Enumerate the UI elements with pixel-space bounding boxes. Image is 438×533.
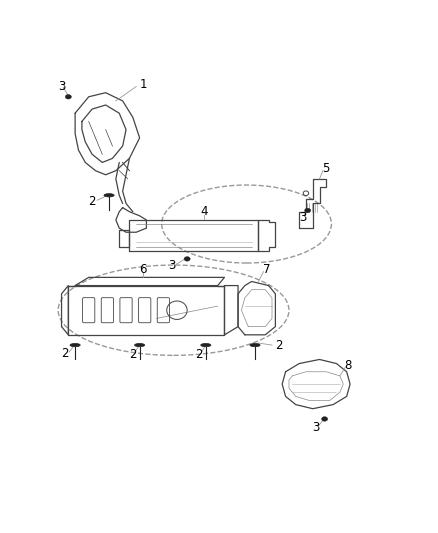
Text: 3: 3 (168, 260, 176, 272)
Text: 5: 5 (323, 162, 330, 175)
Text: 2: 2 (61, 347, 69, 360)
Text: 6: 6 (139, 263, 147, 276)
Text: 7: 7 (263, 263, 271, 276)
Text: 3: 3 (312, 421, 320, 434)
Text: 2: 2 (275, 338, 283, 352)
Ellipse shape (104, 193, 114, 197)
Text: 2: 2 (88, 195, 96, 208)
Ellipse shape (321, 417, 328, 421)
Text: 4: 4 (200, 205, 208, 218)
Ellipse shape (70, 343, 80, 347)
Text: 2: 2 (129, 348, 137, 361)
Ellipse shape (201, 343, 211, 347)
Ellipse shape (65, 94, 71, 99)
Ellipse shape (250, 343, 260, 347)
Text: 3: 3 (299, 212, 306, 224)
Text: 2: 2 (195, 348, 203, 361)
Ellipse shape (134, 343, 145, 347)
Ellipse shape (184, 257, 190, 261)
Ellipse shape (304, 208, 311, 213)
Text: 3: 3 (58, 80, 65, 93)
Text: 8: 8 (345, 359, 352, 372)
Text: 1: 1 (139, 78, 147, 91)
